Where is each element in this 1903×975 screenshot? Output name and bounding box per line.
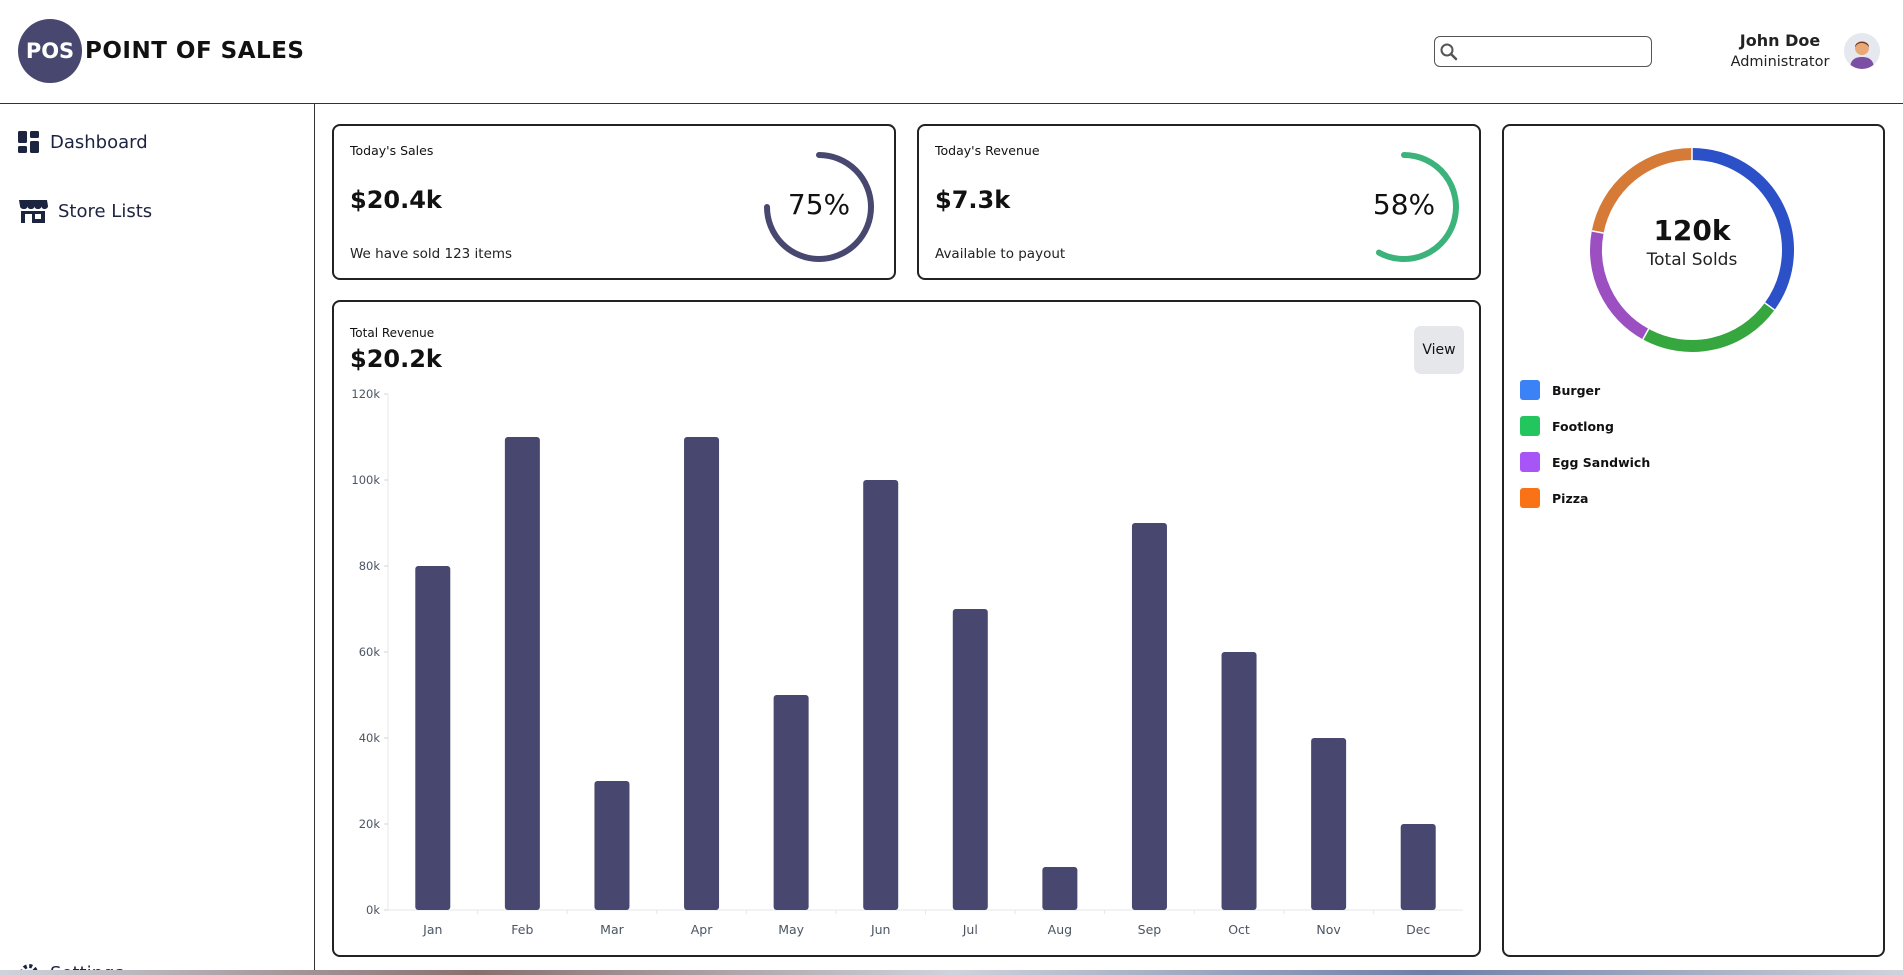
y-tick-label: 20k	[359, 817, 381, 831]
donut-slice-divider	[1591, 230, 1604, 234]
x-tick-label: Feb	[511, 922, 533, 937]
taskbar-strip	[0, 970, 1903, 975]
search-box[interactable]	[1434, 36, 1652, 67]
app-logo[interactable]: POS POINT OF SALES	[18, 19, 304, 83]
total-revenue-card: Total Revenue $20.2k View 0k 20k 40k 60k 80k…	[332, 300, 1481, 957]
card-value: $20.4k	[350, 186, 442, 214]
revenue-bar-chart: 0k 20k 40k 60k 80k 100k 120k Jan Feb Mar Apr May Jun…	[351, 387, 1463, 937]
todays-revenue-card: Today's Revenue $7.3k Available to payou…	[917, 124, 1481, 280]
x-tick-label: Nov	[1316, 922, 1341, 937]
x-tick-label: Jan	[422, 922, 442, 937]
revenue-percent: 58%	[1372, 188, 1436, 221]
legend-swatch	[1520, 488, 1540, 508]
bar-apr	[684, 437, 720, 910]
donut-ring	[1590, 148, 1794, 352]
card-subtitle: We have sold 123 items	[350, 246, 513, 262]
donut-slice-footlong	[1642, 302, 1775, 352]
legend-item: Footlong	[1520, 408, 1650, 444]
bar-aug	[1042, 867, 1078, 910]
legend-item: Pizza	[1520, 480, 1650, 516]
card-subtitle: Available to payout	[935, 246, 1066, 262]
view-button[interactable]: View	[1414, 326, 1464, 374]
todays-sales-card: Today's Sales $20.4k We have sold 123 it…	[332, 124, 896, 280]
x-tick-label: Jul	[962, 922, 978, 937]
sidebar-item-dashboard[interactable]: Dashboard	[18, 131, 148, 153]
x-tick-label: Jun	[870, 922, 891, 937]
sidebar-item-label: Dashboard	[50, 131, 148, 153]
x-tick-label: Mar	[600, 922, 624, 937]
chart-title: Total Revenue	[350, 326, 435, 340]
bar-jul	[952, 609, 988, 910]
user-avatar-icon	[1844, 33, 1880, 69]
sidebar-item-label: Store Lists	[58, 200, 153, 222]
legend-swatch	[1520, 380, 1540, 400]
legend-swatch	[1520, 452, 1540, 472]
y-tick-label: 40k	[359, 731, 381, 745]
donut-slice-divider	[1642, 328, 1650, 340]
logo-text: POINT OF SALES	[85, 38, 305, 64]
revenue-progress-ring	[1375, 152, 1459, 262]
bar-oct	[1221, 652, 1257, 910]
legend-swatch	[1520, 416, 1540, 436]
sidebar-item-store-lists[interactable]: Store Lists	[18, 198, 152, 224]
user-name: John Doe	[1739, 31, 1821, 50]
x-tick-label: May	[778, 922, 804, 937]
search-icon	[1440, 43, 1458, 61]
card-title: Today's Sales	[350, 143, 434, 158]
total-solds-card: 120k Total Solds Burger Footlong Egg Sandw…	[1502, 124, 1885, 957]
search-input[interactable]	[1461, 40, 1647, 62]
dashboard-icon	[18, 131, 39, 153]
bar-dec	[1400, 824, 1436, 910]
x-tick-label: Apr	[691, 922, 713, 937]
bar-nov	[1311, 738, 1347, 910]
donut-chart: 120k Total Solds	[1584, 142, 1800, 358]
donut-center-label: Total Solds	[1646, 250, 1738, 270]
donut-slice-divider	[1764, 302, 1775, 311]
avatar[interactable]	[1844, 33, 1880, 69]
user-role: Administrator	[1730, 54, 1830, 70]
user-info[interactable]: John Doe Administrator	[1700, 31, 1860, 70]
y-tick-label: 80k	[359, 559, 381, 573]
sidebar: Dashboard Store Lists Settings	[0, 104, 315, 975]
legend-label: Burger	[1552, 382, 1601, 398]
donut-center-value: 120k	[1653, 214, 1731, 247]
legend-item: Egg Sandwich	[1520, 444, 1650, 480]
card-value: $7.3k	[935, 186, 1011, 214]
legend-label: Egg Sandwich	[1552, 454, 1651, 470]
sales-progress-ring	[764, 152, 874, 262]
y-tick-label: 100k	[351, 473, 380, 487]
bar-may	[773, 695, 809, 910]
x-tick-label: Dec	[1406, 922, 1430, 937]
bar-feb	[504, 437, 540, 910]
x-tick-label: Oct	[1228, 922, 1250, 937]
sales-percent: 75%	[787, 188, 851, 221]
legend-item: Burger	[1520, 372, 1650, 408]
legend-label: Pizza	[1552, 490, 1589, 506]
bar-jun	[863, 480, 899, 910]
legend-label: Footlong	[1552, 418, 1614, 434]
revenue-progress-arc	[1375, 152, 1459, 262]
y-tick-label: 60k	[359, 645, 381, 659]
bar-sep	[1131, 523, 1167, 910]
chart-value: $20.2k	[350, 345, 442, 373]
bar-jan	[415, 566, 451, 910]
logo-badge: POS	[18, 19, 82, 83]
donut-slice-burger	[1691, 148, 1794, 310]
y-tick-label: 0k	[366, 903, 380, 917]
y-tick-label: 120k	[351, 387, 380, 401]
top-header: POS POINT OF SALES John Doe Administrato…	[0, 0, 1903, 104]
donut-slice-pizza	[1591, 148, 1693, 234]
x-tick-label: Sep	[1138, 922, 1162, 937]
bar-mar	[594, 781, 630, 910]
donut-slice-egg-sandwich	[1590, 230, 1649, 340]
x-tick-label: Aug	[1048, 922, 1072, 937]
card-title: Today's Revenue	[935, 143, 1040, 158]
sales-progress-arc	[764, 152, 874, 262]
donut-legend: Burger Footlong Egg Sandwich Pizza	[1520, 372, 1650, 516]
store-icon	[19, 200, 48, 223]
